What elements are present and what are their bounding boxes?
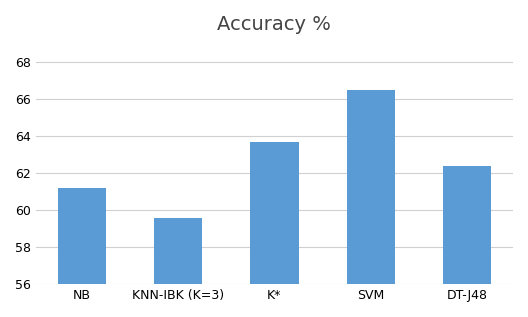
Bar (154, 217, 202, 317)
Bar (58, 188, 106, 317)
Bar (347, 90, 395, 317)
Title: Accuracy %: Accuracy % (218, 15, 332, 34)
Bar (250, 142, 298, 317)
Bar (443, 166, 492, 317)
